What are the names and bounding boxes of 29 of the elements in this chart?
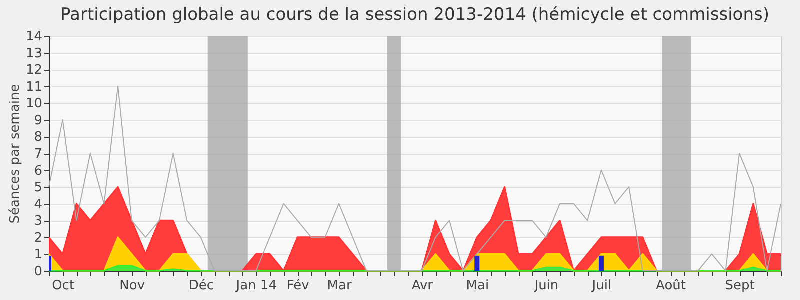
x-tick-label: Avr xyxy=(412,278,434,294)
x-tick-label: Déc xyxy=(188,278,214,294)
x-tick-label: Jan 14 xyxy=(235,278,278,294)
x-tick-label: Sept xyxy=(725,278,755,294)
y-tick-label: 10 xyxy=(26,96,42,112)
y-tick-label: 5 xyxy=(34,180,42,196)
y-tick-label: 8 xyxy=(34,130,42,146)
y-tick-label: 1 xyxy=(34,248,42,263)
x-tick-label: Mai xyxy=(466,278,490,294)
y-tick-label: 0 xyxy=(34,264,42,280)
x-tick-label: Nov xyxy=(120,278,146,294)
y-tick-label: 13 xyxy=(26,46,42,62)
y-tick-label: 11 xyxy=(26,80,42,95)
y-tick-label: 6 xyxy=(34,164,42,179)
x-tick-label: Fév xyxy=(286,278,310,294)
x-tick-label: Oct xyxy=(52,278,75,294)
x-tick-label: Juil xyxy=(591,278,612,294)
y-tick-label: 4 xyxy=(34,197,42,212)
y-tick-label: 2 xyxy=(34,230,42,246)
y-axis-title: Séances par semaine xyxy=(8,84,23,224)
y-tick-label: 14 xyxy=(26,30,42,44)
y-tick-label: 9 xyxy=(34,113,42,128)
chart-title: Participation globale au cours de la session 2013-2014 (hémicycle et commissions) xyxy=(60,5,770,25)
x-tick-label: Août xyxy=(656,278,686,294)
y-tick-label: 12 xyxy=(26,63,42,78)
y-tick-label: 3 xyxy=(34,214,42,230)
x-tick-label: Juin xyxy=(534,278,559,294)
y-tick-label: 7 xyxy=(34,147,42,162)
x-tick-label: Mar xyxy=(327,278,352,294)
